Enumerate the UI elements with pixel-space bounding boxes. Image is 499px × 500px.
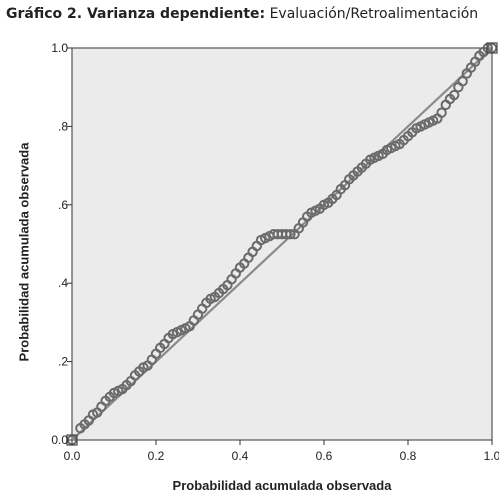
y-tick-label: .8: [58, 119, 68, 133]
data-point: [436, 107, 447, 118]
x-tick-label: 0.4: [232, 449, 249, 463]
x-tick-label: 1.0: [484, 449, 499, 463]
data-point: [482, 42, 493, 54]
caption-normal: Evaluación/Retroalimentación: [269, 6, 479, 22]
caption-bold: Gráfico 2. Varianza dependiente:: [6, 6, 266, 22]
y-tick-label: .6: [58, 198, 68, 212]
y-tick-label: .4: [58, 276, 68, 290]
x-axis-label: Probabilidad acumulada observada: [172, 478, 392, 493]
chart-caption: Gráfico 2. Varianza dependiente: Evaluac…: [6, 6, 478, 22]
x-tick-label: 0.0: [64, 449, 81, 463]
x-tick-label: 0.8: [400, 449, 417, 463]
data-point: [486, 42, 498, 54]
x-tick-label: 0.2: [148, 449, 165, 463]
y-tick-label: 1.0: [51, 41, 68, 55]
y-tick-label: .2: [58, 355, 68, 369]
y-axis-label: Probabilidad acumulada observada: [16, 142, 32, 362]
data-point: [457, 76, 468, 87]
y-tick-label: 0.0: [51, 433, 68, 447]
data-point: [285, 229, 296, 240]
end-marker: [486, 42, 498, 54]
x-tick-label: 0.6: [316, 449, 333, 463]
data-point: [449, 89, 460, 101]
